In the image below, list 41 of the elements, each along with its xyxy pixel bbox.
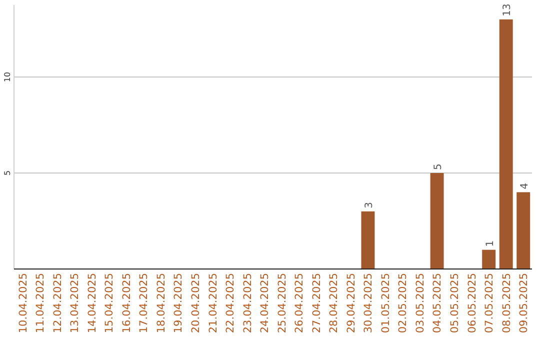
x-tick-label: 28.04.2025 xyxy=(328,273,340,334)
x-tick-label: 13.04.2025 xyxy=(69,273,82,334)
x-tick-label: 02.05.2025 xyxy=(397,273,410,334)
y-tick-label: 10 xyxy=(3,72,12,82)
x-tick-label: 30.04.2025 xyxy=(362,273,375,334)
x-tick-label: 05.05.2025 xyxy=(448,273,461,334)
x-tick-label: 09.05.2025 xyxy=(518,273,530,334)
data-label: 13 xyxy=(502,4,514,16)
x-tick-label: 18.04.2025 xyxy=(155,273,168,334)
x-tick-label: 12.04.2025 xyxy=(52,273,64,334)
x-tick-label: 19.04.2025 xyxy=(172,273,185,334)
data-label: 1 xyxy=(484,240,496,247)
x-tick-label: 06.05.2025 xyxy=(466,273,478,334)
x-tick-label: 15.04.2025 xyxy=(104,273,116,334)
x-tick-label: 29.04.2025 xyxy=(345,273,358,334)
x-tick-label: 27.04.2025 xyxy=(310,273,323,334)
x-tick-label: 16.04.2025 xyxy=(120,273,133,334)
bar xyxy=(482,250,496,269)
x-tick-label: 20.04.2025 xyxy=(190,273,202,334)
x-tick-label: 22.04.2025 xyxy=(224,273,237,334)
x-tick-label: 26.04.2025 xyxy=(294,273,306,334)
x-tick-label: 24.04.2025 xyxy=(259,273,272,334)
x-tick-label: 07.05.2025 xyxy=(484,273,496,334)
data-label: 4 xyxy=(519,182,530,190)
bar xyxy=(499,19,513,269)
x-tick-label: 04.05.2025 xyxy=(432,273,444,334)
x-tick-label: 17.04.2025 xyxy=(138,273,150,334)
x-tick-label: 14.04.2025 xyxy=(86,273,98,334)
data-label: 3 xyxy=(364,202,375,208)
x-tick-label: 21.04.2025 xyxy=(207,273,220,334)
x-tick-label: 23.04.2025 xyxy=(242,273,254,334)
x-tick-label: 01.05.2025 xyxy=(380,273,392,334)
bar xyxy=(430,173,444,269)
data-label: 5 xyxy=(433,164,444,170)
x-tick-label: 08.05.2025 xyxy=(500,273,513,334)
x-tick-label: 03.05.2025 xyxy=(414,273,426,334)
bar xyxy=(361,211,375,269)
x-tick-label: 25.04.2025 xyxy=(276,273,288,334)
x-tick-label: 11.04.2025 xyxy=(34,273,47,334)
bar xyxy=(516,192,530,269)
x-tick-label: 10.04.2025 xyxy=(17,273,30,334)
